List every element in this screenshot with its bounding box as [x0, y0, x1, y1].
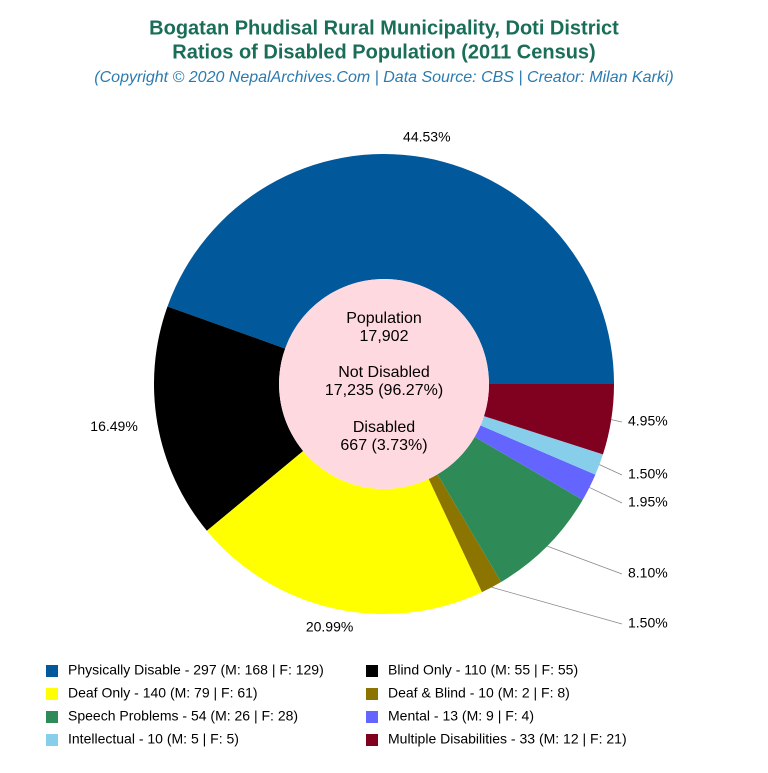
data-label: 16.49% — [90, 418, 137, 434]
legend-swatch — [366, 665, 378, 677]
center-label: Population — [346, 310, 422, 327]
legend-swatch — [46, 734, 58, 746]
legend-swatch — [366, 711, 378, 723]
legend-label: Physically Disable - 297 (M: 168 | F: 12… — [68, 662, 324, 678]
data-label: 20.99% — [306, 619, 353, 635]
center-label: Not Disabled — [338, 364, 430, 381]
center-label: Disabled — [353, 419, 415, 436]
leader-line — [599, 464, 623, 476]
legend-label: Multiple Disabilities - 33 (M: 12 | F: 2… — [388, 731, 627, 747]
chart-title: Ratios of Disabled Population (2011 Cens… — [172, 41, 595, 63]
legend-label: Intellectual - 10 (M: 5 | F: 5) — [68, 731, 239, 747]
slice — [483, 384, 614, 455]
legend-label: Speech Problems - 54 (M: 26 | F: 28) — [68, 708, 298, 724]
data-label: 4.95% — [628, 413, 668, 429]
legend-swatch — [46, 665, 58, 677]
chart-subtitle: (Copyright © 2020 NepalArchives.Com | Da… — [94, 69, 673, 86]
slice — [480, 416, 603, 475]
legend-swatch — [366, 688, 378, 700]
data-label: 1.50% — [628, 466, 668, 482]
legend-label: Deaf & Blind - 10 (M: 2 | F: 8) — [388, 685, 570, 701]
chart-title: Bogatan Phudisal Rural Municipality, Dot… — [149, 17, 619, 39]
slice — [206, 451, 482, 614]
leader-line — [491, 586, 623, 625]
slice — [167, 153, 614, 384]
data-label: 8.10% — [628, 565, 668, 581]
center-hole — [279, 279, 489, 489]
leader-line — [589, 487, 623, 504]
legend-swatch — [366, 734, 378, 746]
center-label: 17,902 — [360, 328, 409, 345]
leader-line — [547, 545, 623, 575]
slice — [474, 425, 596, 500]
center-label: 17,235 (96.27%) — [325, 382, 443, 399]
data-label: 1.50% — [628, 615, 668, 631]
legend-label: Mental - 13 (M: 9 | F: 4) — [388, 708, 534, 724]
legend-label: Blind Only - 110 (M: 55 | F: 55) — [388, 662, 578, 678]
legend-swatch — [46, 711, 58, 723]
legend-label: Deaf Only - 140 (M: 79 | F: 61) — [68, 685, 258, 701]
data-label: 1.95% — [628, 494, 668, 510]
center-label: 667 (3.73%) — [340, 437, 427, 454]
slice — [154, 306, 304, 531]
legend-swatch — [46, 688, 58, 700]
slice — [428, 474, 502, 593]
slice — [437, 436, 583, 582]
leader-line — [611, 419, 623, 423]
data-label: 44.53% — [403, 128, 450, 144]
